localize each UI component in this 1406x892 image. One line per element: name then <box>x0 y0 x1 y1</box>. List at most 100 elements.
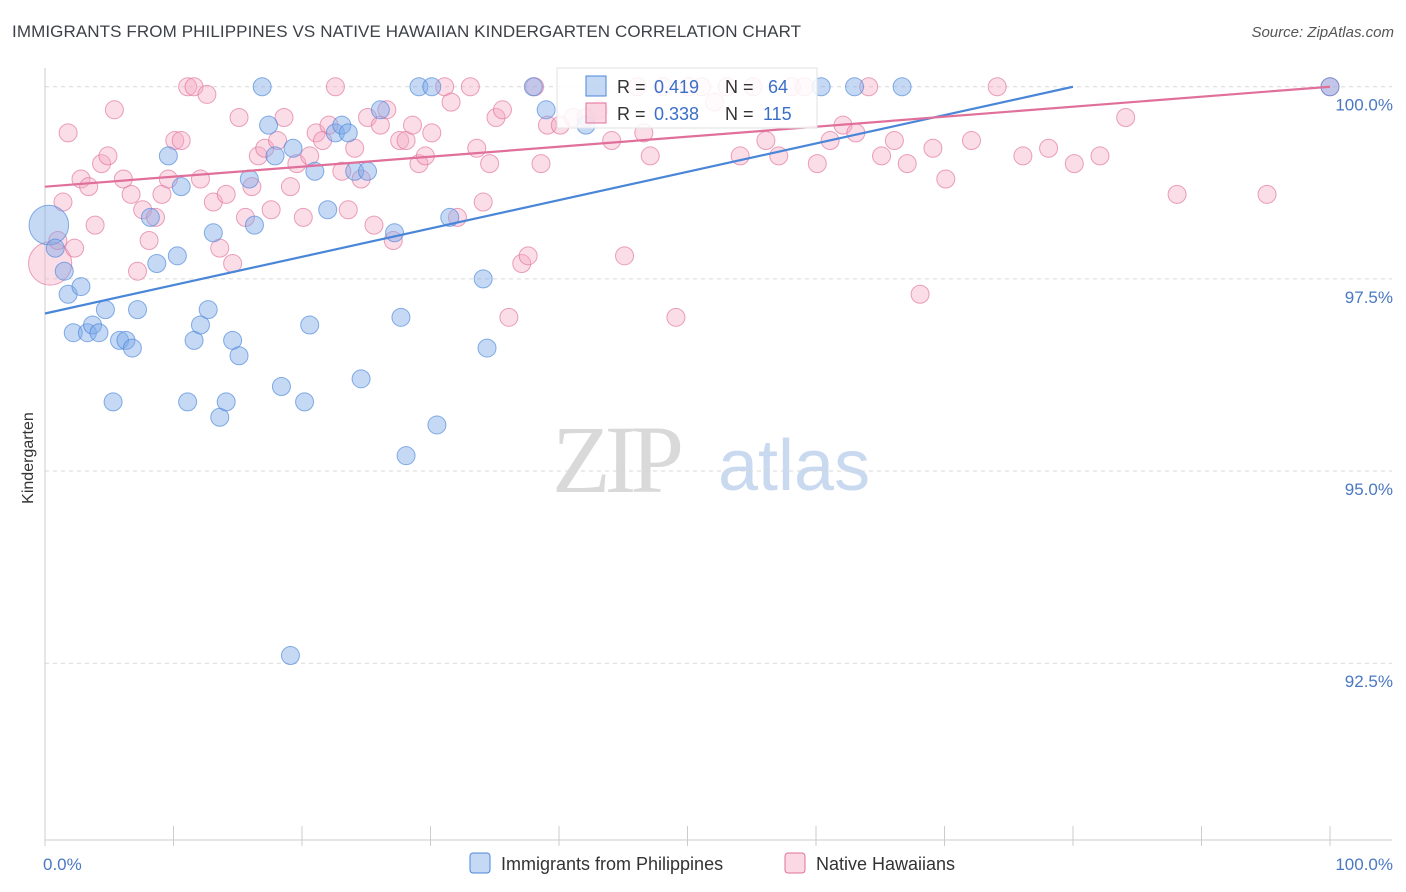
data-point <box>666 307 686 327</box>
data-point <box>396 446 416 466</box>
data-point <box>427 415 447 435</box>
data-point <box>198 300 218 320</box>
y-tick-label: 95.0% <box>1345 480 1393 499</box>
stats-legend: R = 0.419 N = 64 R = 0.338 N = 115 <box>556 67 818 129</box>
data-point <box>409 154 429 174</box>
legend-swatch-native-hawaiians <box>784 852 806 874</box>
data-point <box>936 169 956 189</box>
stats-pink-r-label: R = <box>617 104 646 124</box>
stats-blue-r-label: R = <box>617 77 646 97</box>
data-point <box>65 238 85 258</box>
data-point <box>121 184 141 204</box>
stats-blue-r-value: 0.419 <box>654 77 699 97</box>
data-point <box>190 315 210 335</box>
data-point <box>85 215 105 235</box>
data-point <box>807 154 827 174</box>
stats-pink-r-value: 0.338 <box>654 104 699 124</box>
data-point <box>63 323 83 343</box>
data-point <box>167 246 187 266</box>
data-point <box>385 223 405 243</box>
data-point <box>300 146 320 166</box>
x-tick-label: 0.0% <box>43 855 82 874</box>
data-point <box>58 123 78 143</box>
data-point <box>351 169 371 189</box>
data-point <box>923 138 943 158</box>
data-point <box>274 107 294 127</box>
data-point <box>615 246 635 266</box>
data-point <box>71 277 91 297</box>
data-point <box>242 177 262 197</box>
data-point <box>244 215 264 235</box>
data-point <box>859 77 879 97</box>
data-point <box>910 284 930 304</box>
data-point <box>440 207 460 227</box>
data-point <box>1167 184 1187 204</box>
data-point <box>403 115 423 135</box>
data-point <box>147 254 167 274</box>
data-point <box>422 123 442 143</box>
data-point <box>640 146 660 166</box>
trend-lines <box>44 85 1331 315</box>
data-point <box>139 230 159 250</box>
data-point <box>300 315 320 335</box>
data-point <box>872 146 892 166</box>
data-point <box>92 154 112 174</box>
data-point <box>158 146 178 166</box>
data-point <box>104 100 124 120</box>
data-point <box>351 369 371 389</box>
data-point <box>122 338 142 358</box>
data-point <box>1064 154 1084 174</box>
data-point <box>116 330 136 350</box>
data-point <box>1257 184 1277 204</box>
axes: 100.0% 97.5% 95.0% 92.5% 0.0% 100.0% <box>43 68 1393 874</box>
y-axis-title: Kindergarten <box>20 412 37 504</box>
data-point <box>460 77 480 97</box>
data-point <box>216 392 236 412</box>
data-point <box>271 377 291 397</box>
data-point <box>473 192 493 212</box>
data-point <box>884 131 904 151</box>
data-point <box>171 177 191 197</box>
watermark: ZIP atlas <box>552 406 870 513</box>
stats-pink-n-label: N = <box>725 104 754 124</box>
data-point <box>480 154 500 174</box>
data-point <box>28 204 70 246</box>
data-point <box>332 115 352 135</box>
data-point <box>377 100 397 120</box>
data-point <box>892 77 912 97</box>
data-point <box>280 177 300 197</box>
data-point <box>1116 107 1136 127</box>
data-point <box>128 261 148 281</box>
stats-pink-n-value: 115 <box>763 104 792 124</box>
data-point <box>48 230 68 250</box>
data-point <box>171 131 191 151</box>
data-point <box>318 200 338 220</box>
data-point <box>441 92 461 112</box>
data-point <box>1090 146 1110 166</box>
data-point <box>197 84 217 104</box>
data-point <box>512 254 532 274</box>
data-point <box>295 392 315 412</box>
data-point <box>293 207 313 227</box>
data-point <box>128 300 148 320</box>
data-point <box>364 215 384 235</box>
data-point <box>523 77 543 97</box>
series-immigrants-from-philippines <box>28 77 1340 666</box>
data-point <box>28 241 73 286</box>
data-point <box>261 200 281 220</box>
data-point <box>283 138 303 158</box>
data-point <box>473 269 493 289</box>
data-point <box>518 246 538 266</box>
trend-line <box>44 85 1331 188</box>
data-point <box>190 169 210 189</box>
data-point <box>897 154 917 174</box>
data-point <box>229 107 249 127</box>
data-point <box>268 131 288 151</box>
data-point <box>83 315 103 335</box>
data-point <box>422 77 442 97</box>
data-point <box>531 154 551 174</box>
legend-swatch-philippines <box>469 852 491 874</box>
x-tick-label: 100.0% <box>1335 855 1393 874</box>
data-point <box>95 300 115 320</box>
